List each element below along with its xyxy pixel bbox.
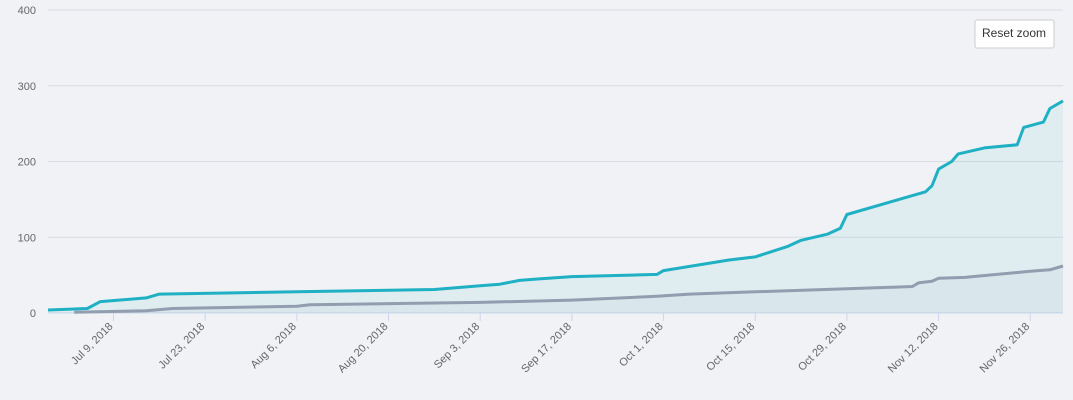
- x-tick-label: Nov 12, 2018: [886, 321, 941, 376]
- series-line: [74, 264, 1064, 314]
- y-tick-label: 400: [18, 5, 36, 17]
- button-frame[interactable]: [974, 19, 1055, 49]
- x-tick-label: Sep 3, 2018: [432, 321, 482, 371]
- x-tick-label: Jul 23, 2018: [156, 321, 207, 372]
- y-tick-label: 100: [18, 232, 36, 244]
- x-tick-label: Nov 26, 2018: [978, 321, 1033, 376]
- series-line: [47, 99, 1064, 312]
- x-tick-label: Oct 15, 2018: [704, 321, 757, 374]
- x-tick-label: Jul 9, 2018: [69, 321, 116, 368]
- y-tick-label: 0: [30, 308, 36, 320]
- x-tick-label: Sep 17, 2018: [519, 321, 574, 376]
- x-tick-label: Aug 20, 2018: [336, 321, 391, 376]
- x-tick-label: Oct 29, 2018: [796, 321, 849, 374]
- area-fill: [74, 266, 1064, 313]
- area-fill: [48, 100, 1063, 314]
- reset-zoom-button[interactable]: Reset zoom: [974, 19, 1055, 49]
- button-label[interactable]: Reset zoom: [982, 26, 1046, 40]
- x-tick-label: Oct 1, 2018: [617, 321, 666, 370]
- x-tick-label: Aug 6, 2018: [249, 321, 299, 371]
- y-tick-label: 200: [18, 157, 36, 169]
- y-tick-label: 300: [18, 81, 36, 93]
